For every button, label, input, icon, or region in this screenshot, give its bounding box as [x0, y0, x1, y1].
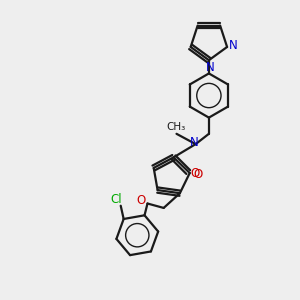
Text: N: N [190, 136, 199, 149]
Text: O: O [136, 194, 146, 207]
Text: O: O [194, 168, 202, 181]
Text: N: N [206, 61, 215, 74]
Text: CH₃: CH₃ [166, 122, 185, 132]
Text: O: O [190, 167, 200, 180]
Text: Cl: Cl [110, 193, 122, 206]
Text: N: N [229, 39, 238, 52]
